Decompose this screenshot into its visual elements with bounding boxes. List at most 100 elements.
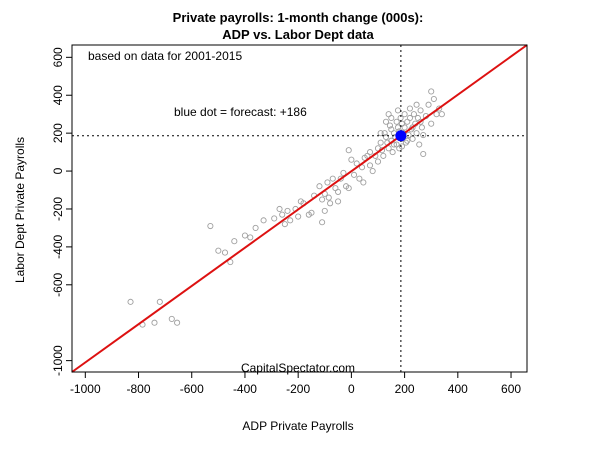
scatter-point xyxy=(207,222,214,230)
scatter-point xyxy=(281,221,288,228)
scatter-point xyxy=(337,175,344,182)
data-points xyxy=(127,88,445,328)
scatter-point xyxy=(382,118,390,125)
scatter-point xyxy=(430,95,437,103)
scatter-point xyxy=(410,111,417,118)
scatter-point xyxy=(404,137,411,144)
scatter-point xyxy=(417,107,424,114)
scatter-point xyxy=(388,114,395,122)
x-tick-label: 200 xyxy=(395,382,415,396)
scatter-point xyxy=(369,168,376,175)
scatter-point xyxy=(215,247,222,254)
scatter-point xyxy=(374,158,382,165)
scatter-point xyxy=(276,205,283,213)
scatter-point xyxy=(394,107,402,114)
chart-title: Private payrolls: 1-month change (000s): xyxy=(173,10,424,25)
scatter-point xyxy=(416,141,423,148)
scatter-point xyxy=(348,156,355,163)
scatter-point xyxy=(335,188,342,195)
y-tick-label: 200 xyxy=(51,123,65,143)
scatter-point xyxy=(420,131,427,139)
x-tick-label: -400 xyxy=(233,382,257,396)
y-tick-label: 400 xyxy=(51,85,65,105)
forecast-point xyxy=(395,130,407,142)
y-tick-label: -200 xyxy=(51,197,65,221)
scatter-point xyxy=(231,238,238,245)
scatter-point xyxy=(324,179,331,186)
x-tick-label: -1000 xyxy=(70,382,101,396)
y-tick-label: -600 xyxy=(51,272,65,296)
scatter-point xyxy=(287,217,294,224)
x-axis-label: ADP Private Payrolls xyxy=(242,419,353,433)
scatter-point xyxy=(252,224,259,231)
y-tick-label: -400 xyxy=(51,235,65,259)
x-tick-label: 600 xyxy=(501,382,521,396)
scatter-point xyxy=(353,160,360,167)
scatter-point xyxy=(425,101,432,108)
scatter-point xyxy=(385,111,392,118)
scatter-point xyxy=(436,105,443,112)
forecast-note: blue dot = forecast: +186 xyxy=(174,105,307,119)
x-tick-label: -600 xyxy=(180,382,204,396)
y-axis: -1000 -600 -400 -200 0 200 400 600 xyxy=(51,47,73,376)
scatter-point xyxy=(340,169,347,177)
scatter-point xyxy=(380,152,387,159)
y-tick-label: -1000 xyxy=(51,345,65,376)
x-tick-label: 400 xyxy=(448,382,468,396)
scatter-point xyxy=(356,175,363,182)
scatter-point xyxy=(377,130,384,137)
scatter-point xyxy=(382,133,390,140)
y-tick-label: 600 xyxy=(51,47,65,67)
scatter-point xyxy=(321,207,328,214)
scatter-point xyxy=(401,124,408,131)
scatter-point xyxy=(398,120,405,127)
scatter-point xyxy=(319,196,326,203)
scatter-point xyxy=(151,319,158,326)
scatter-point xyxy=(260,217,267,224)
scatter-point xyxy=(327,200,334,207)
scatter-point xyxy=(335,198,342,205)
scatter-point xyxy=(284,207,291,214)
scatter-point xyxy=(174,319,181,326)
scatter-point xyxy=(401,111,408,118)
scatter-point xyxy=(404,118,411,125)
scatter-point xyxy=(406,105,413,112)
scatter-point xyxy=(345,147,352,154)
scatter-point xyxy=(385,145,392,152)
chart-subtitle: ADP vs. Labor Dept data xyxy=(222,27,374,42)
scatter-point xyxy=(406,114,413,122)
scatter-point xyxy=(156,298,163,305)
scatter-point xyxy=(227,259,234,266)
scatter-point xyxy=(350,171,358,178)
y-tick-label: 0 xyxy=(51,167,65,174)
scatter-point xyxy=(398,143,405,150)
scatter-point xyxy=(394,124,402,131)
scatter-point xyxy=(221,249,229,256)
scatter-point xyxy=(428,120,435,127)
scatter-point xyxy=(127,298,134,305)
data-period-note: based on data for 2001-2015 xyxy=(88,49,242,63)
regression-line xyxy=(71,44,528,373)
x-axis: -1000 -800 -600 -400 -200 0 200 400 600 xyxy=(70,371,521,396)
scatter-point xyxy=(389,149,396,156)
scatter-point xyxy=(168,315,175,322)
scatter-point xyxy=(386,122,394,129)
scatter-point xyxy=(414,114,421,122)
scatter-point xyxy=(319,219,326,226)
scatter-point xyxy=(316,183,323,190)
scatter-point xyxy=(345,185,352,192)
scatter-point xyxy=(413,130,420,137)
scatter-point xyxy=(279,211,286,218)
scatter-point xyxy=(393,118,400,125)
scatter-point xyxy=(409,135,416,142)
scatter-point xyxy=(247,234,254,241)
scatter-point xyxy=(332,185,339,192)
scatter-point xyxy=(360,179,367,186)
scatter-point xyxy=(329,175,336,182)
scatter-point xyxy=(438,111,445,118)
scatter-point xyxy=(295,213,302,220)
scatter-point xyxy=(417,118,424,125)
scatter-point xyxy=(241,232,249,239)
scatter-point xyxy=(390,141,398,148)
